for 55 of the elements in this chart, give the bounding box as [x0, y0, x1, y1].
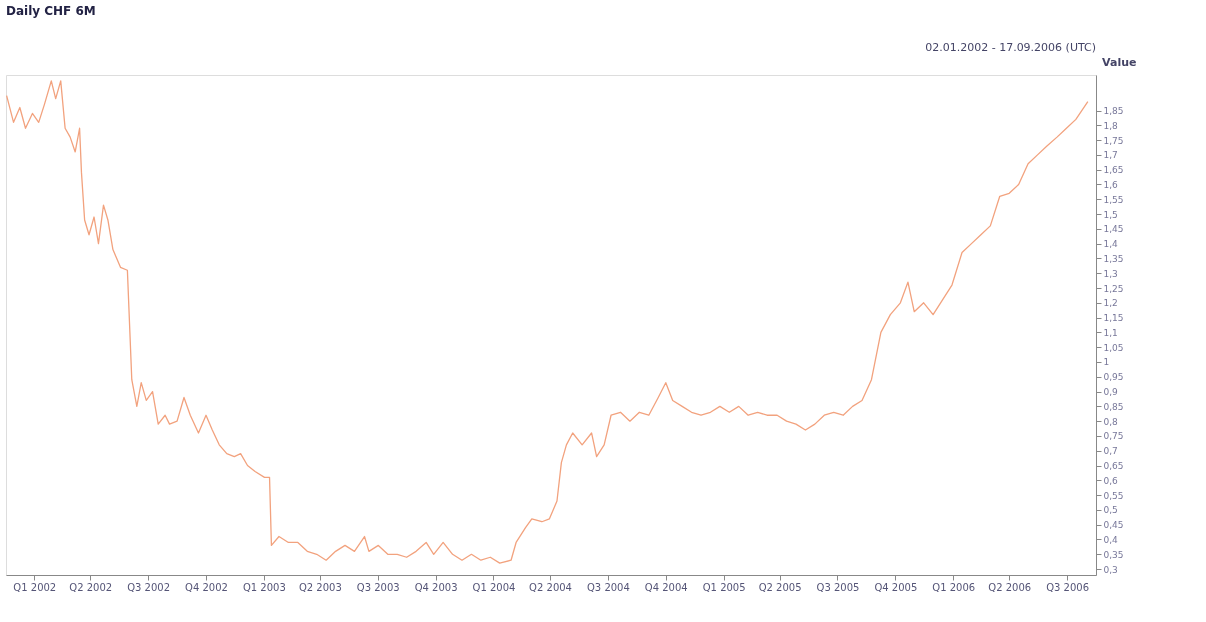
y-tick-label: 1,65 [1103, 165, 1124, 176]
y-tick-label: 1,45 [1103, 224, 1124, 235]
x-tick-label: Q2 2004 [529, 581, 572, 593]
x-tick-label: Q2 2003 [298, 581, 342, 593]
y-tick-label: 1,8 [1103, 120, 1119, 131]
y-tick-label: 1,25 [1103, 283, 1124, 294]
y-tick-label: 0,35 [1103, 549, 1124, 560]
y-tick-label: 0,6 [1103, 475, 1119, 486]
y-tick-label: 0,5 [1103, 505, 1118, 516]
x-tick-label: Q1 2005 [702, 581, 746, 593]
y-tick-label: 1,4 [1103, 239, 1119, 250]
x-tick-label: Q3 2006 [1046, 581, 1090, 593]
y-tick-label: 1 [1103, 357, 1110, 368]
y-tick-label: 0,85 [1103, 401, 1124, 412]
y-tick-label: 0,75 [1103, 431, 1124, 442]
x-tick-label: Q4 2005 [874, 581, 918, 593]
y-tick-label: 1,6 [1103, 179, 1119, 190]
x-tick-label: Q4 2004 [644, 581, 688, 593]
y-tick-label: 1,1 [1103, 327, 1118, 338]
x-tick-label: Q3 2003 [356, 581, 400, 593]
y-tick-label: 0,4 [1103, 535, 1119, 545]
y-tick-label: 1,3 [1103, 268, 1118, 279]
x-tick-label: Q4 2002 [185, 581, 228, 593]
y-tick-label: 1,35 [1103, 253, 1124, 264]
y-tick-label: 0,45 [1103, 520, 1124, 531]
x-tick-label: Q4 2003 [414, 581, 458, 593]
y-tick-label: 1,15 [1103, 313, 1124, 324]
y-tick-label: 1,5 [1103, 209, 1118, 220]
y-tick-label: 0,3 [1103, 564, 1118, 575]
y-tick-label: 1,75 [1103, 135, 1124, 146]
x-tick-label: Q1 2004 [472, 581, 516, 593]
y-tick-label: 1,85 [1103, 106, 1124, 116]
y-tick-label: 0,95 [1103, 372, 1124, 383]
y-tick-label: 1,2 [1103, 298, 1118, 309]
y-tick-label: 0,9 [1103, 387, 1119, 398]
x-tick-label: Q1 2006 [932, 581, 976, 593]
y-axis-title: Value [1102, 55, 1137, 69]
x-tick-label: Q3 2005 [816, 581, 860, 593]
x-tick-label: Q1 2003 [242, 581, 286, 593]
x-tick-label: Q2 2002 [69, 581, 113, 593]
y-tick-label: 1,7 [1103, 150, 1118, 161]
x-tick-label: Q3 2002 [127, 581, 171, 593]
chart-subtitle: 02.01.2002 - 17.09.2006 (UTC) [925, 41, 1096, 54]
x-tick-label: Q2 2006 [988, 581, 1032, 593]
x-tick-label: Q2 2005 [758, 581, 802, 593]
y-tick-label: 0,55 [1103, 490, 1124, 501]
x-tick-label: Q1 2002 [13, 581, 57, 593]
y-tick-label: 1,05 [1103, 342, 1124, 353]
x-tick-label: Q3 2004 [586, 581, 630, 593]
y-tick-label: 1,55 [1103, 194, 1124, 205]
chart-title: Daily CHF 6M [5, 4, 96, 18]
y-tick-label: 0,65 [1103, 461, 1124, 472]
line-series [5, 80, 1089, 564]
y-tick-label: 0,8 [1103, 416, 1119, 427]
y-tick-label: 0,7 [1103, 446, 1118, 457]
